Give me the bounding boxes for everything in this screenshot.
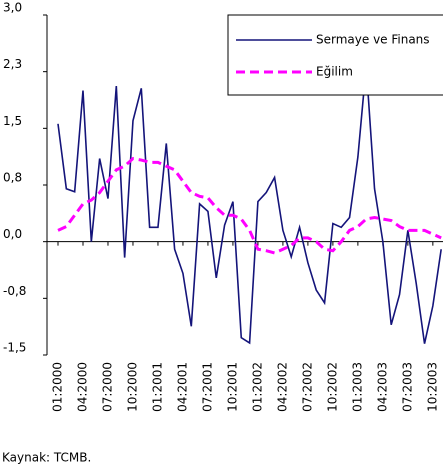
- x-tick-label: 01:2001: [150, 362, 164, 412]
- source-note: Kaynak: TCMB.: [2, 451, 91, 465]
- x-tick-label: 07:2001: [200, 362, 214, 412]
- x-tick-label: 04:2003: [375, 362, 389, 412]
- legend: Sermaye ve Finans Eğilim: [227, 14, 443, 96]
- y-tick-label: 1,5: [3, 114, 22, 128]
- y-tick-label: -1,5: [3, 341, 26, 355]
- x-tick-label: 04:2002: [275, 362, 289, 412]
- x-tick-label: 10:2003: [425, 362, 439, 412]
- data-line: [57, 65, 442, 345]
- legend-box: [227, 14, 443, 96]
- x-tick-label: 01:2002: [250, 362, 264, 412]
- x-tick-label: 07:2002: [300, 362, 314, 412]
- y-tick-label: 2,3: [3, 57, 22, 71]
- x-tick-label: 04:2001: [175, 362, 189, 412]
- x-tick-label: 10:2000: [125, 362, 139, 412]
- x-tick-label: 04:2000: [75, 362, 89, 412]
- y-tick-label: -0,8: [3, 284, 26, 298]
- legend-label: Eğilim: [316, 65, 353, 79]
- x-tick-label: 07:2003: [400, 362, 414, 412]
- y-tick-label: 0,0: [3, 227, 22, 241]
- y-tick-label: 0,8: [3, 171, 22, 185]
- x-tick-label: 01:2003: [350, 362, 364, 412]
- data-line: [57, 156, 442, 255]
- x-tick-label: 10:2002: [325, 362, 339, 412]
- x-tick-label: 07:2000: [100, 362, 114, 412]
- legend-label: Sermaye ve Finans: [316, 33, 430, 47]
- x-tick-label: 01:2000: [51, 362, 65, 412]
- x-tick-label: 10:2001: [225, 362, 239, 412]
- y-tick-label: 3,0: [3, 1, 22, 15]
